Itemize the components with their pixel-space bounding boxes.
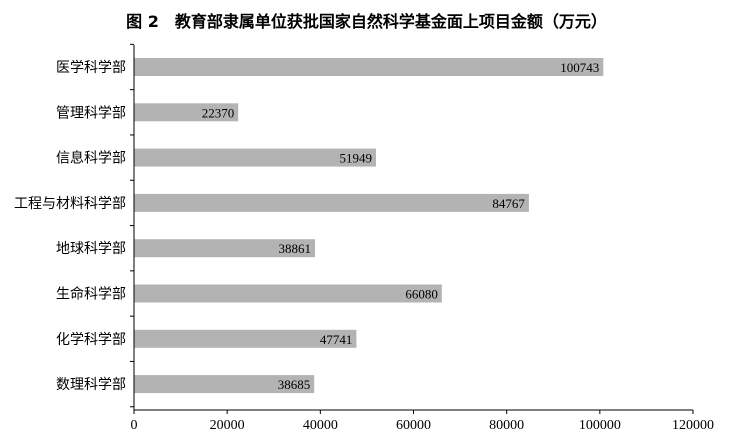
data-label: 38685	[278, 377, 311, 392]
x-tick-label: 40000	[303, 418, 338, 433]
x-tick-label: 0	[131, 418, 138, 433]
category-label: 医学科学部	[56, 60, 126, 76]
category-label: 工程与材料科学部	[14, 196, 126, 212]
axes-group: 0 20000 40000 60000 80000 100000 120000	[130, 43, 714, 433]
data-label: 100743	[560, 60, 599, 75]
x-tick-label: 120000	[672, 418, 714, 433]
data-label: 66080	[405, 287, 438, 302]
bar	[134, 329, 357, 348]
bar	[134, 375, 315, 394]
bar	[134, 58, 604, 76]
category-label: 生命科学部	[56, 286, 126, 303]
data-label: 84767	[492, 196, 525, 211]
category-label: 信息科学部	[56, 150, 126, 167]
bars-group: 100743 医学科学部 22370 管理科学部 51949 信息科学部 84767 工程与材…	[14, 58, 604, 394]
bar	[134, 284, 442, 303]
x-tick-label: 60000	[396, 418, 431, 433]
data-label: 47741	[320, 332, 353, 347]
category-label: 化学科学部	[56, 332, 126, 348]
category-label: 管理科学部	[56, 105, 126, 121]
category-label: 数理科学部	[56, 377, 126, 393]
bar	[134, 103, 239, 122]
bar	[134, 193, 529, 212]
chart-title: 图 2 教育部隶属单位获批国家自然科学基金面上项目金额（万元）	[126, 12, 607, 31]
bar	[134, 148, 376, 167]
bar	[134, 239, 316, 258]
data-label: 51949	[339, 151, 372, 166]
data-label: 22370	[202, 105, 235, 120]
category-label: 地球科学部	[56, 241, 126, 257]
x-tick-label: 20000	[210, 418, 245, 433]
x-tick-label: 100000	[579, 418, 621, 433]
x-tick-label: 80000	[489, 418, 524, 433]
data-label: 38861	[279, 241, 312, 256]
